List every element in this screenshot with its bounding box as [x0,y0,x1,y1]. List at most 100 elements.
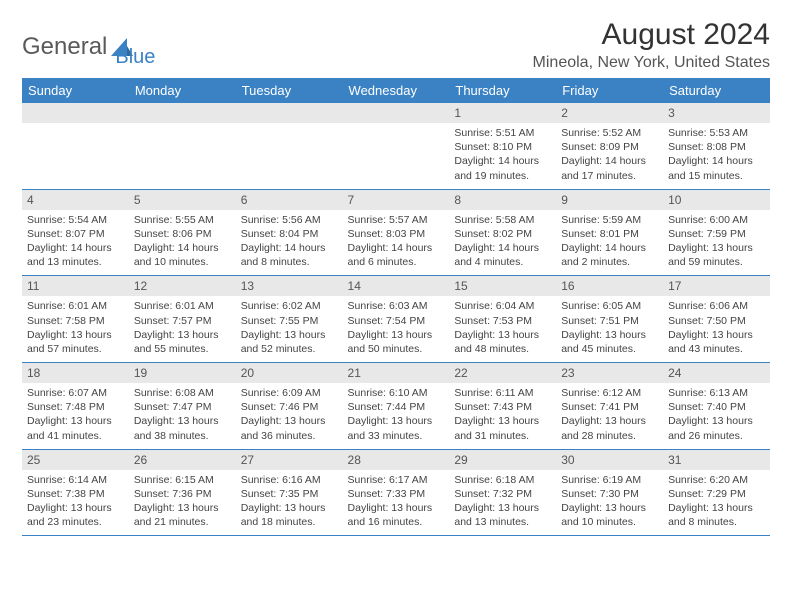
header: General Blue August 2024 Mineola, New Yo… [22,18,770,72]
day-number: 21 [343,363,450,383]
day-info: Sunrise: 6:11 AMSunset: 7:43 PMDaylight:… [449,383,556,449]
day-number: 27 [236,450,343,470]
page-title: August 2024 [533,18,770,52]
day-number: 17 [663,276,770,296]
calendar-week-row: 18Sunrise: 6:07 AMSunset: 7:48 PMDayligh… [22,363,770,450]
calendar-day-cell: 9Sunrise: 5:59 AMSunset: 8:01 PMDaylight… [556,189,663,276]
day-number: 1 [449,103,556,123]
day-number: 4 [22,190,129,210]
day-number: 14 [343,276,450,296]
weekday-header: Tuesday [236,78,343,103]
day-info: Sunrise: 5:51 AMSunset: 8:10 PMDaylight:… [449,123,556,189]
day-info: Sunrise: 6:05 AMSunset: 7:51 PMDaylight:… [556,296,663,362]
weekday-header: Friday [556,78,663,103]
logo-text-blue: Blue [115,46,155,69]
calendar-day-cell: 28Sunrise: 6:17 AMSunset: 7:33 PMDayligh… [343,449,450,536]
day-number: 28 [343,450,450,470]
logo-text-general: General [22,33,107,61]
calendar-day-cell: 31Sunrise: 6:20 AMSunset: 7:29 PMDayligh… [663,449,770,536]
calendar-day-cell: 26Sunrise: 6:15 AMSunset: 7:36 PMDayligh… [129,449,236,536]
day-info: Sunrise: 6:01 AMSunset: 7:57 PMDaylight:… [129,296,236,362]
day-number: 18 [22,363,129,383]
calendar-day-cell: 16Sunrise: 6:05 AMSunset: 7:51 PMDayligh… [556,276,663,363]
day-info: Sunrise: 5:52 AMSunset: 8:09 PMDaylight:… [556,123,663,189]
day-info: Sunrise: 6:03 AMSunset: 7:54 PMDaylight:… [343,296,450,362]
day-info: Sunrise: 5:59 AMSunset: 8:01 PMDaylight:… [556,210,663,276]
day-info: Sunrise: 6:04 AMSunset: 7:53 PMDaylight:… [449,296,556,362]
calendar-day-cell: 29Sunrise: 6:18 AMSunset: 7:32 PMDayligh… [449,449,556,536]
calendar-week-row: 1Sunrise: 5:51 AMSunset: 8:10 PMDaylight… [22,103,770,189]
weekday-header: Thursday [449,78,556,103]
calendar-day-cell: 1Sunrise: 5:51 AMSunset: 8:10 PMDaylight… [449,103,556,189]
calendar-day-cell: 19Sunrise: 6:08 AMSunset: 7:47 PMDayligh… [129,363,236,450]
calendar-header-row: SundayMondayTuesdayWednesdayThursdayFrid… [22,78,770,103]
calendar-day-cell: 23Sunrise: 6:12 AMSunset: 7:41 PMDayligh… [556,363,663,450]
calendar-day-cell: 7Sunrise: 5:57 AMSunset: 8:03 PMDaylight… [343,189,450,276]
weekday-header: Sunday [22,78,129,103]
day-info: Sunrise: 5:54 AMSunset: 8:07 PMDaylight:… [22,210,129,276]
day-number: 11 [22,276,129,296]
calendar-day-cell: 4Sunrise: 5:54 AMSunset: 8:07 PMDaylight… [22,189,129,276]
day-info: Sunrise: 6:07 AMSunset: 7:48 PMDaylight:… [22,383,129,449]
calendar-day-cell: 15Sunrise: 6:04 AMSunset: 7:53 PMDayligh… [449,276,556,363]
day-number: 20 [236,363,343,383]
calendar-day-cell: 13Sunrise: 6:02 AMSunset: 7:55 PMDayligh… [236,276,343,363]
day-info: Sunrise: 5:57 AMSunset: 8:03 PMDaylight:… [343,210,450,276]
day-number: 30 [556,450,663,470]
day-number: 29 [449,450,556,470]
day-info: Sunrise: 6:14 AMSunset: 7:38 PMDaylight:… [22,470,129,536]
calendar-day-cell: 11Sunrise: 6:01 AMSunset: 7:58 PMDayligh… [22,276,129,363]
day-info: Sunrise: 6:02 AMSunset: 7:55 PMDaylight:… [236,296,343,362]
calendar-day-cell [22,103,129,189]
calendar-day-cell: 2Sunrise: 5:52 AMSunset: 8:09 PMDaylight… [556,103,663,189]
calendar-day-cell: 18Sunrise: 6:07 AMSunset: 7:48 PMDayligh… [22,363,129,450]
calendar-day-cell [129,103,236,189]
calendar-day-cell: 25Sunrise: 6:14 AMSunset: 7:38 PMDayligh… [22,449,129,536]
calendar-day-cell [236,103,343,189]
day-info: Sunrise: 5:56 AMSunset: 8:04 PMDaylight:… [236,210,343,276]
calendar-day-cell: 5Sunrise: 5:55 AMSunset: 8:06 PMDaylight… [129,189,236,276]
day-number: 26 [129,450,236,470]
calendar-week-row: 11Sunrise: 6:01 AMSunset: 7:58 PMDayligh… [22,276,770,363]
calendar-day-cell: 14Sunrise: 6:03 AMSunset: 7:54 PMDayligh… [343,276,450,363]
calendar-day-cell [343,103,450,189]
calendar-week-row: 25Sunrise: 6:14 AMSunset: 7:38 PMDayligh… [22,449,770,536]
calendar-day-cell: 27Sunrise: 6:16 AMSunset: 7:35 PMDayligh… [236,449,343,536]
day-info: Sunrise: 6:06 AMSunset: 7:50 PMDaylight:… [663,296,770,362]
calendar-body: 1Sunrise: 5:51 AMSunset: 8:10 PMDaylight… [22,103,770,536]
day-number: 7 [343,190,450,210]
day-info: Sunrise: 6:15 AMSunset: 7:36 PMDaylight:… [129,470,236,536]
day-number: 2 [556,103,663,123]
day-number: 9 [556,190,663,210]
day-number: 6 [236,190,343,210]
day-info: Sunrise: 6:01 AMSunset: 7:58 PMDaylight:… [22,296,129,362]
calendar-day-cell: 8Sunrise: 5:58 AMSunset: 8:02 PMDaylight… [449,189,556,276]
day-info: Sunrise: 6:12 AMSunset: 7:41 PMDaylight:… [556,383,663,449]
day-info: Sunrise: 6:00 AMSunset: 7:59 PMDaylight:… [663,210,770,276]
calendar-day-cell: 24Sunrise: 6:13 AMSunset: 7:40 PMDayligh… [663,363,770,450]
calendar-day-cell: 3Sunrise: 5:53 AMSunset: 8:08 PMDaylight… [663,103,770,189]
day-number: 25 [22,450,129,470]
calendar-table: SundayMondayTuesdayWednesdayThursdayFrid… [22,78,770,536]
logo: General Blue [22,24,155,69]
day-number: 5 [129,190,236,210]
day-number: 10 [663,190,770,210]
calendar-day-cell: 21Sunrise: 6:10 AMSunset: 7:44 PMDayligh… [343,363,450,450]
day-number: 24 [663,363,770,383]
calendar-day-cell: 10Sunrise: 6:00 AMSunset: 7:59 PMDayligh… [663,189,770,276]
day-info: Sunrise: 6:17 AMSunset: 7:33 PMDaylight:… [343,470,450,536]
day-info: Sunrise: 5:58 AMSunset: 8:02 PMDaylight:… [449,210,556,276]
calendar-day-cell: 6Sunrise: 5:56 AMSunset: 8:04 PMDaylight… [236,189,343,276]
day-info: Sunrise: 5:55 AMSunset: 8:06 PMDaylight:… [129,210,236,276]
weekday-header: Monday [129,78,236,103]
day-number: 19 [129,363,236,383]
day-number: 23 [556,363,663,383]
day-info: Sunrise: 6:16 AMSunset: 7:35 PMDaylight:… [236,470,343,536]
title-block: August 2024 Mineola, New York, United St… [533,18,770,72]
calendar-week-row: 4Sunrise: 5:54 AMSunset: 8:07 PMDaylight… [22,189,770,276]
day-number: 31 [663,450,770,470]
location-subtitle: Mineola, New York, United States [533,54,770,72]
day-number: 16 [556,276,663,296]
calendar-day-cell: 20Sunrise: 6:09 AMSunset: 7:46 PMDayligh… [236,363,343,450]
day-number: 8 [449,190,556,210]
